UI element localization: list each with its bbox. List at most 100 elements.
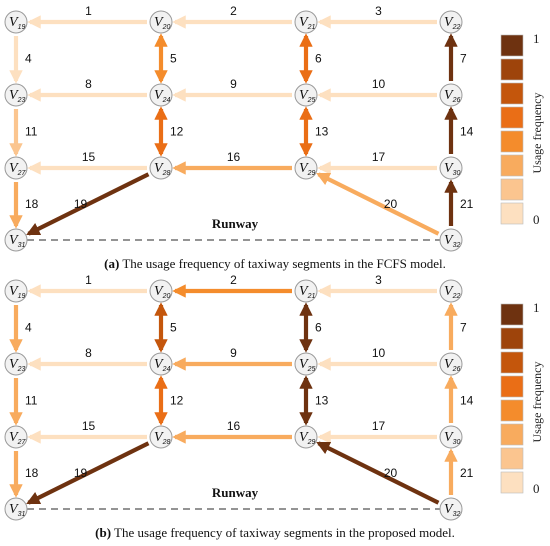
legend-swatch [500, 34, 524, 57]
segment-label-6: 6 [315, 321, 322, 335]
node-subscript: 24 [162, 366, 171, 373]
node-subscript: 32 [453, 242, 461, 249]
node-v26: V26 [439, 352, 463, 376]
legend-swatch [500, 82, 524, 105]
segment-label-16: 16 [227, 150, 241, 164]
taxiway-segment-20 [316, 441, 440, 505]
segment-label-6: 6 [315, 52, 322, 66]
segment-label-14: 14 [460, 125, 474, 139]
node-v22: V22 [439, 10, 463, 34]
node-circle [294, 425, 318, 449]
node-v24: V24 [149, 83, 173, 107]
segment-label-21: 21 [460, 197, 474, 211]
node-subscript: 23 [17, 366, 26, 373]
node-subscript: 28 [162, 439, 171, 446]
taxiway-segment-20 [316, 172, 440, 236]
node-v20: V20 [149, 10, 173, 34]
node-circle [149, 352, 173, 376]
node-subscript: 21 [307, 293, 316, 300]
runway-label: Runway [212, 216, 259, 231]
node-v30: V30 [439, 156, 463, 180]
legend-swatch [500, 375, 524, 398]
node-circle [294, 279, 318, 303]
legend-max-label: 1 [533, 31, 540, 46]
caption-b: (b) The usage frequency of taxiway segme… [0, 525, 550, 541]
node-circle [4, 279, 28, 303]
node-v32: V32 [439, 228, 463, 252]
node-v25: V25 [294, 83, 318, 107]
node-v30: V30 [439, 425, 463, 449]
node-circle [294, 10, 318, 34]
node-subscript: 26 [452, 97, 461, 104]
node-subscript: 26 [452, 366, 461, 373]
segment-label-17: 17 [372, 150, 386, 164]
node-subscript: 32 [453, 511, 461, 518]
segment-label-18: 18 [25, 466, 39, 480]
segment-label-5: 5 [170, 321, 177, 335]
segment-label-7: 7 [460, 52, 467, 66]
legend-swatch [500, 351, 524, 374]
legend-min-label: 0 [533, 481, 540, 496]
node-circle [294, 156, 318, 180]
caption-a-text: The usage frequency of taxiway segments … [122, 256, 446, 271]
legend-swatch [500, 303, 524, 326]
legend-swatch [500, 130, 524, 153]
node-circle [439, 156, 463, 180]
node-subscript: 29 [307, 439, 316, 446]
node-circle [4, 83, 28, 107]
node-subscript: 30 [453, 170, 461, 177]
legend-swatch [500, 447, 524, 470]
node-circle [4, 10, 28, 34]
legend-swatch [500, 178, 524, 201]
segment-label-8: 8 [85, 346, 92, 360]
legend-swatch [500, 423, 524, 446]
node-v23: V23 [4, 83, 28, 107]
node-v31: V31 [4, 497, 28, 521]
node-subscript: 25 [307, 97, 316, 104]
node-v27: V27 [4, 156, 28, 180]
segment-label-16: 16 [227, 419, 241, 433]
segment-label-13: 13 [315, 394, 329, 408]
node-circle [149, 10, 173, 34]
segment-label-20: 20 [384, 466, 398, 480]
node-circle [294, 83, 318, 107]
caption-a-tag: (a) [104, 256, 120, 271]
node-circle [439, 352, 463, 376]
node-circle [4, 228, 28, 252]
segment-label-11: 11 [25, 125, 38, 139]
node-circle [4, 156, 28, 180]
legend-swatch [500, 399, 524, 422]
segment-label-10: 10 [372, 346, 386, 360]
legend-title: Usage frequency [530, 362, 544, 443]
segment-label-17: 17 [372, 419, 386, 433]
node-circle [149, 83, 173, 107]
segment-label-15: 15 [82, 419, 96, 433]
segment-label-4: 4 [25, 321, 32, 335]
node-subscript: 23 [17, 97, 26, 104]
node-circle [439, 10, 463, 34]
node-circle [439, 228, 463, 252]
segment-label-19: 19 [74, 197, 88, 211]
node-circle [149, 279, 173, 303]
node-subscript: 21 [307, 24, 316, 31]
node-subscript: 20 [162, 293, 171, 300]
legend-b: 1 0 Usage frequency [500, 300, 544, 496]
node-circle [149, 425, 173, 449]
segment-label-11: 11 [25, 394, 38, 408]
segment-label-2: 2 [230, 4, 237, 18]
taxiway-segment-19 [26, 172, 150, 236]
segment-label-15: 15 [82, 150, 96, 164]
caption-b-text: The usage frequency of taxiway segments … [114, 525, 455, 540]
node-subscript: 20 [162, 24, 171, 31]
legend-title: Usage frequency [530, 93, 544, 174]
segment-label-13: 13 [315, 125, 329, 139]
node-circle [149, 156, 173, 180]
node-v28: V28 [149, 425, 173, 449]
node-v19: V19 [4, 279, 28, 303]
segment-label-18: 18 [25, 197, 39, 211]
segment-label-1: 1 [85, 4, 92, 18]
node-circle [439, 425, 463, 449]
segment-label-14: 14 [460, 394, 474, 408]
node-v21: V21 [294, 279, 318, 303]
